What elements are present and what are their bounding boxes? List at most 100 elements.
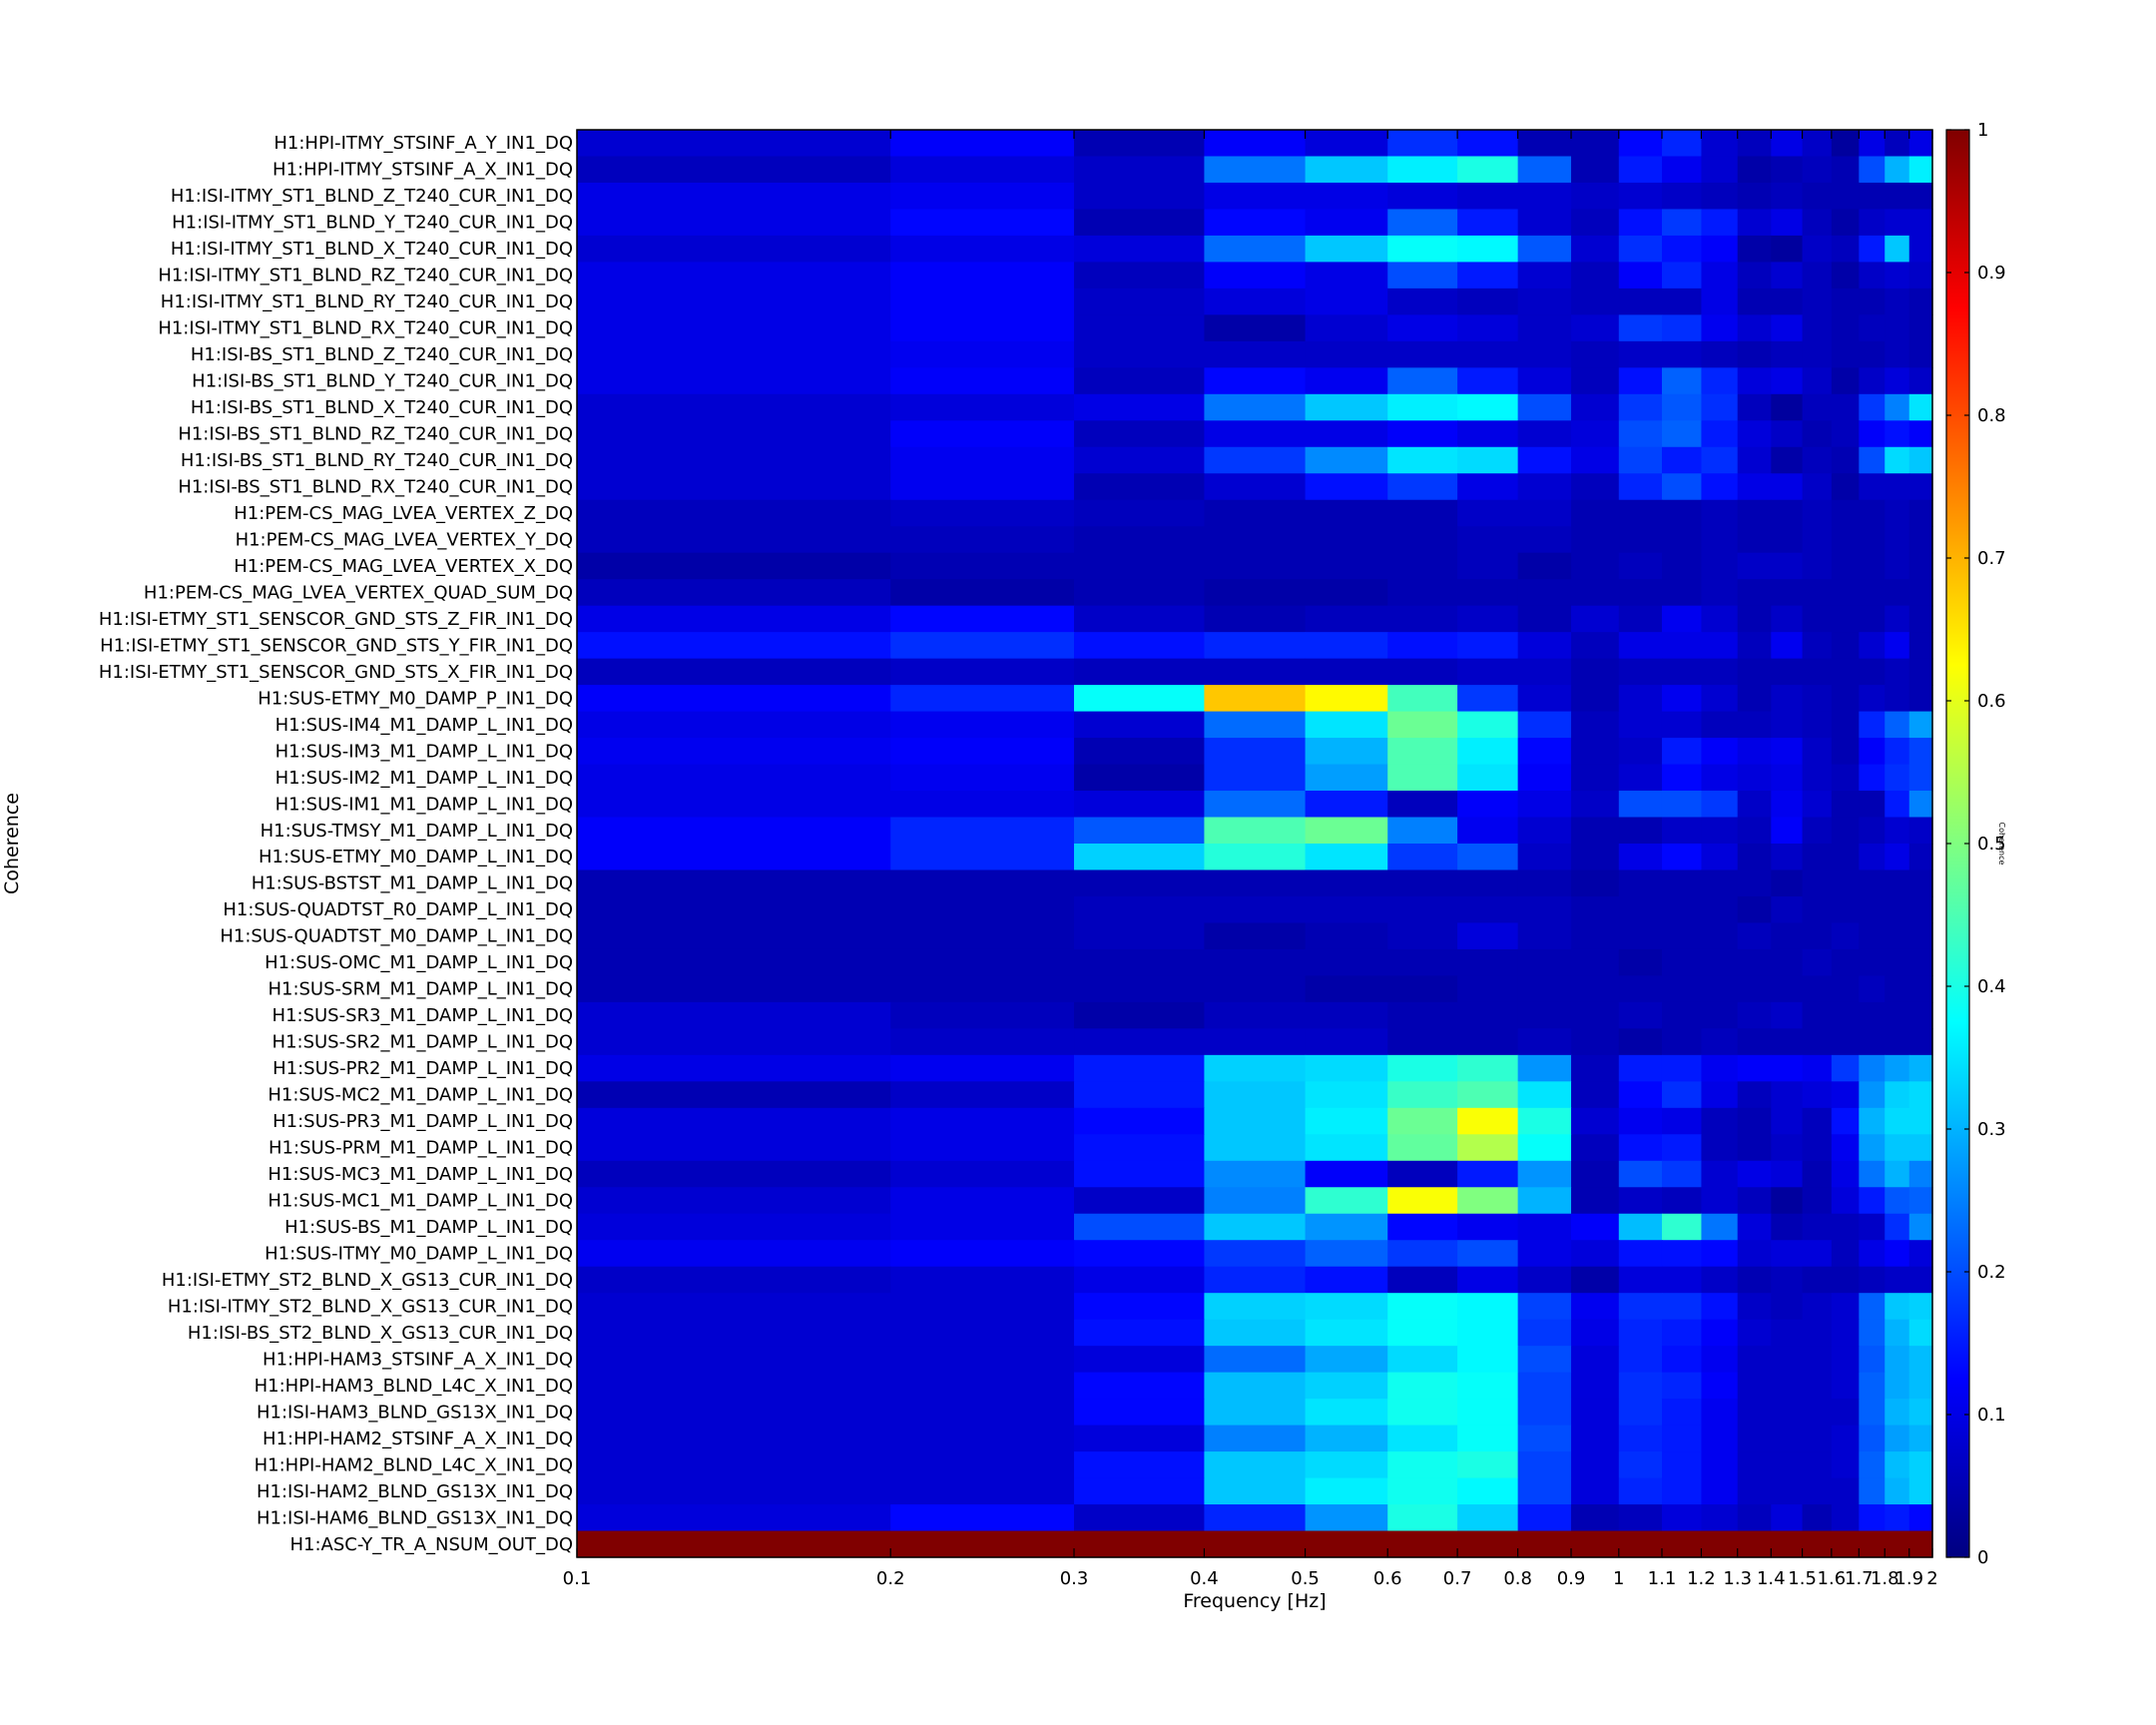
heatmap-cell xyxy=(1908,367,1933,395)
heatmap-cell xyxy=(1802,209,1833,237)
heatmap-cell xyxy=(1661,262,1703,289)
heatmap-cell xyxy=(1737,632,1772,660)
heatmap-cell xyxy=(1571,791,1620,819)
heatmap-cell xyxy=(1908,922,1933,950)
heatmap-cell xyxy=(1737,764,1772,792)
heatmap-cell xyxy=(1859,1266,1886,1294)
heatmap-cell xyxy=(1387,288,1458,315)
heatmap-cell xyxy=(1831,1240,1860,1268)
heatmap-cell xyxy=(1305,367,1388,395)
heatmap-cell xyxy=(577,367,891,395)
heatmap-cell xyxy=(1885,791,1910,819)
channel-label: H1:SUS-MC3_M1_DAMP_L_IN1_DQ xyxy=(268,1164,573,1185)
heatmap-cell xyxy=(1908,738,1933,766)
heatmap-cell xyxy=(1618,1134,1663,1162)
heatmap-cell xyxy=(1074,817,1206,845)
heatmap-cell xyxy=(1457,393,1519,421)
heatmap-cell xyxy=(1802,1293,1833,1321)
channel-label: H1:ISI-ITMY_ST1_BLND_Y_T240_CUR_IN1_DQ xyxy=(172,213,573,234)
heatmap-cell xyxy=(1802,473,1833,501)
heatmap-cell xyxy=(1885,420,1910,448)
heatmap-cell xyxy=(1885,552,1910,580)
heatmap-cell xyxy=(890,1504,1075,1532)
heatmap-cell xyxy=(1074,1477,1206,1505)
heatmap-cell xyxy=(1305,552,1388,580)
heatmap-cell xyxy=(1771,895,1804,924)
heatmap-cell xyxy=(1802,579,1833,607)
heatmap-cell xyxy=(1618,446,1663,474)
heatmap-cell xyxy=(1831,1081,1860,1109)
heatmap-cell xyxy=(1737,1107,1772,1135)
channel-label: H1:ISI-BS_ST1_BLND_RX_T240_CUR_IN1_DQ xyxy=(178,477,573,498)
heatmap-cell xyxy=(1074,1240,1206,1268)
heatmap-cell xyxy=(1517,314,1572,342)
heatmap-cell xyxy=(1618,182,1663,211)
heatmap-cell xyxy=(1859,738,1886,766)
heatmap-cell xyxy=(1204,209,1307,237)
heatmap-cell xyxy=(1387,764,1458,792)
heatmap-cell xyxy=(1802,499,1833,527)
heatmap-cell xyxy=(1737,605,1772,633)
heatmap-cell xyxy=(1571,1028,1620,1056)
heatmap-cell xyxy=(1305,844,1388,871)
heatmap-cell xyxy=(577,869,891,897)
heatmap-cell xyxy=(1831,791,1860,819)
channel-label: H1:SUS-IM2_M1_DAMP_L_IN1_DQ xyxy=(275,768,573,789)
heatmap-cell xyxy=(1305,340,1388,368)
heatmap-cell xyxy=(1305,209,1388,237)
heatmap-cell xyxy=(1517,1028,1572,1056)
colorbar-tick-label: 1 xyxy=(1977,120,1988,141)
heatmap-cell xyxy=(1305,393,1388,421)
heatmap-cell xyxy=(1074,209,1206,237)
heatmap-cell xyxy=(1831,262,1860,289)
heatmap-cell xyxy=(1618,209,1663,237)
heatmap-cell xyxy=(577,685,891,713)
heatmap-cell xyxy=(1908,420,1933,448)
heatmap-cell xyxy=(1204,1001,1307,1029)
heatmap-cell xyxy=(1387,1477,1458,1505)
heatmap-cell xyxy=(1737,895,1772,924)
heatmap-cell xyxy=(1387,1134,1458,1162)
heatmap-cell xyxy=(1618,1240,1663,1268)
heatmap-cell xyxy=(1305,791,1388,819)
heatmap-cell xyxy=(1571,1319,1620,1347)
heatmap-cell xyxy=(1859,1319,1886,1347)
heatmap-cell xyxy=(1908,235,1933,264)
heatmap-cell xyxy=(1387,948,1458,977)
heatmap-cell xyxy=(1908,1081,1933,1109)
heatmap-cell xyxy=(1771,340,1804,368)
heatmap-cell xyxy=(1661,1346,1703,1374)
heatmap-cell xyxy=(1802,711,1833,739)
heatmap-cell xyxy=(1885,1081,1910,1109)
heatmap-cell xyxy=(1457,632,1519,660)
heatmap-cell xyxy=(1204,314,1307,342)
heatmap-cell xyxy=(1885,685,1910,713)
heatmap-cell xyxy=(1908,499,1933,527)
heatmap-cell xyxy=(1802,975,1833,1003)
heatmap-cell xyxy=(1457,1213,1519,1241)
heatmap-cell xyxy=(1771,552,1804,580)
heatmap-cell xyxy=(1831,1054,1860,1082)
heatmap-cell xyxy=(577,1319,891,1347)
colorbar-tick-label: 0.6 xyxy=(1977,691,2006,712)
heatmap-cell xyxy=(1885,182,1910,211)
heatmap-cell xyxy=(1908,1504,1933,1532)
heatmap-cell xyxy=(1618,895,1663,924)
heatmap-cell xyxy=(1737,1187,1772,1215)
heatmap-cell xyxy=(1885,1028,1910,1056)
channel-label: H1:ISI-ITMY_ST1_BLND_RX_T240_CUR_IN1_DQ xyxy=(158,318,573,339)
heatmap-cell xyxy=(1517,685,1572,713)
heatmap-cell xyxy=(890,182,1075,211)
heatmap-cell xyxy=(890,711,1075,739)
heatmap-cell xyxy=(1908,1028,1933,1056)
heatmap-cell xyxy=(1885,1504,1910,1532)
heatmap-cell xyxy=(1831,288,1860,315)
heatmap-cell xyxy=(1908,473,1933,501)
heatmap-cell xyxy=(1457,1451,1519,1479)
heatmap-cell xyxy=(1701,1001,1739,1029)
heatmap-cell xyxy=(1204,711,1307,739)
heatmap-cell xyxy=(1701,1028,1739,1056)
heatmap-cell xyxy=(1701,658,1739,686)
heatmap-cell xyxy=(1771,738,1804,766)
heatmap-cell xyxy=(1571,1266,1620,1294)
